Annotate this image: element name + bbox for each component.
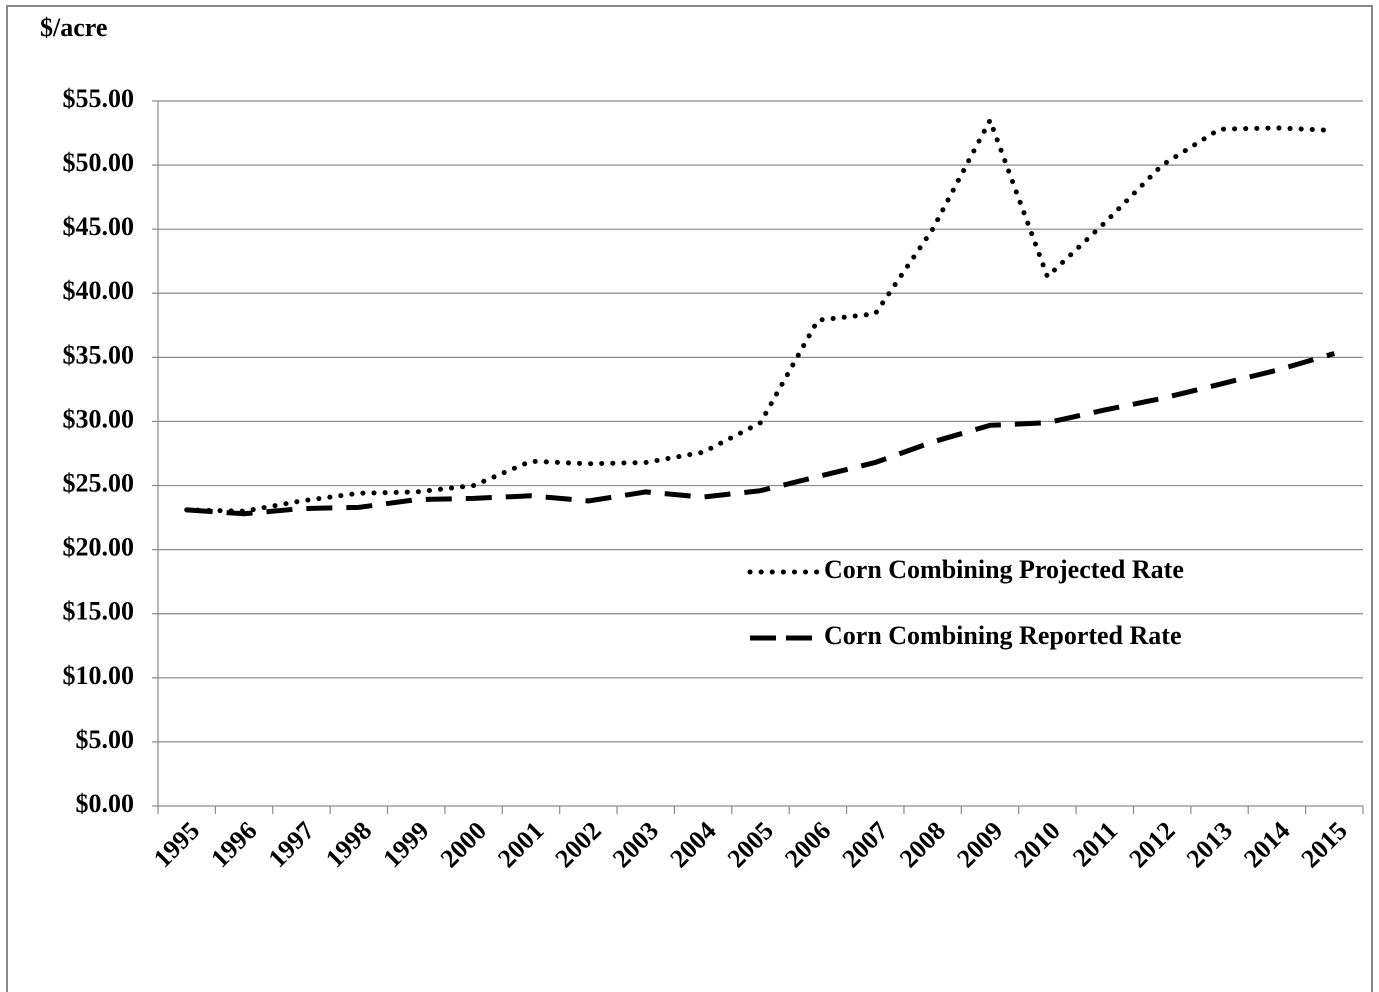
legend-label: Corn Combining Projected Rate	[824, 555, 1184, 584]
y-tick-label: $45.00	[63, 212, 135, 241]
y-tick-label: $15.00	[63, 597, 135, 626]
chart-frame	[6, 5, 1373, 992]
y-tick-label: $20.00	[63, 533, 135, 562]
y-tick-label: $5.00	[76, 725, 135, 754]
legend-label: Corn Combining Reported Rate	[824, 621, 1182, 650]
y-tick-label: $40.00	[63, 276, 135, 305]
series-line	[186, 351, 1336, 517]
y-tick-label: $55.00	[63, 84, 135, 113]
y-tick-label: $30.00	[63, 404, 135, 433]
y-tick-label: $50.00	[63, 148, 135, 177]
y-axis-label: $/acre	[40, 13, 107, 42]
y-tick-label: $10.00	[63, 661, 135, 690]
y-tick-label: $0.00	[76, 789, 135, 818]
series-line	[184, 114, 1337, 514]
y-tick-label: $25.00	[63, 469, 135, 498]
y-tick-label: $35.00	[63, 340, 135, 369]
